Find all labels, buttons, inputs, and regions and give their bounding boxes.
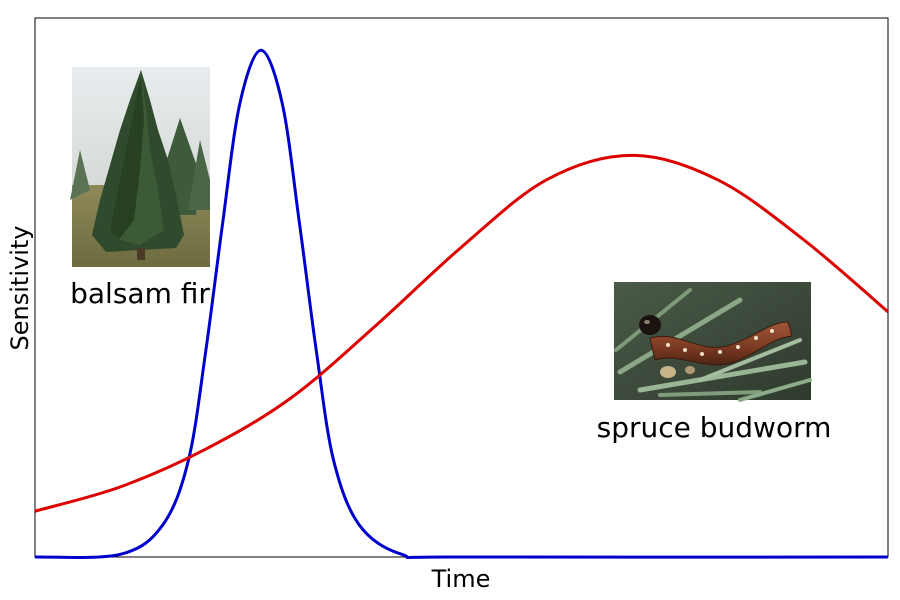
spruce-budworm-label: spruce budworm (597, 411, 832, 444)
series-layer (34, 48, 889, 560)
balsam-fir-label: balsam fir (70, 277, 210, 310)
balsam-fir-photo (70, 67, 210, 267)
x-axis-title: Time (431, 565, 491, 593)
spruce-budworm-photo (614, 282, 812, 402)
balsam-fir-sensitivity-line (34, 48, 889, 560)
y-axis-title: Sensitivity (6, 226, 34, 351)
spruce-budworm-sensitivity-line (34, 153, 889, 513)
